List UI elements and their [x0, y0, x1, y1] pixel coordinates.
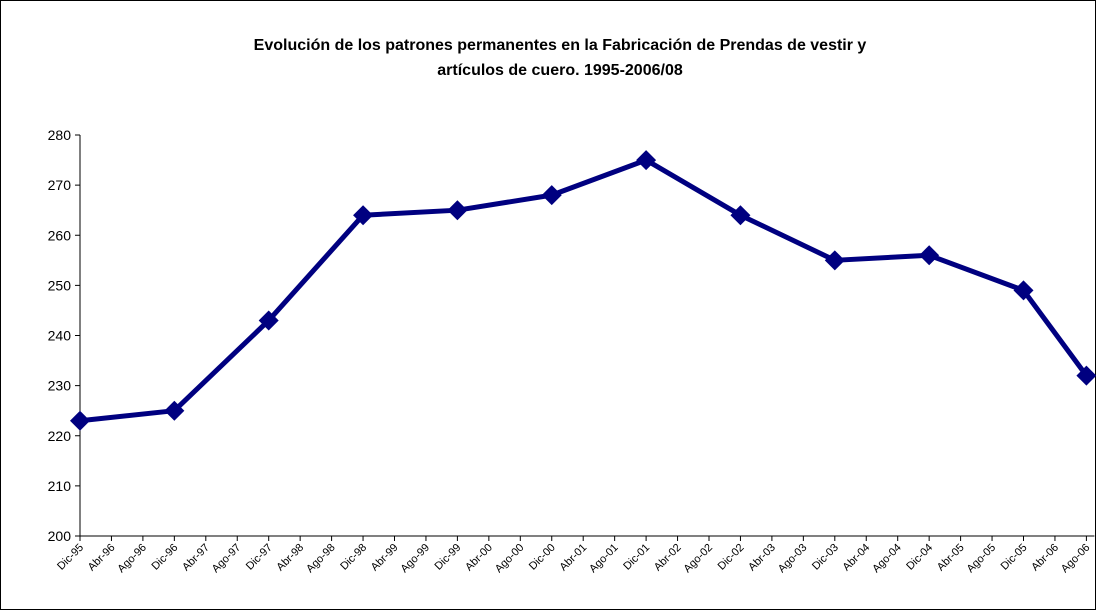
marker — [541, 185, 562, 206]
y-tick-label: 240 — [48, 328, 72, 344]
y-tick-label: 270 — [48, 177, 72, 193]
marker — [1013, 280, 1034, 301]
marker — [258, 310, 279, 331]
marker — [70, 410, 90, 431]
line — [79, 157, 1089, 424]
y-tick-label: 220 — [48, 428, 72, 444]
y-tick-label: 250 — [48, 277, 72, 293]
marker — [824, 250, 845, 271]
marker — [730, 205, 751, 226]
y-tick-label: 280 — [48, 127, 72, 143]
y-tick-label: 200 — [48, 528, 72, 544]
chart-title: Evolución de los patrones permanentes en… — [254, 37, 867, 54]
marker — [1076, 365, 1096, 386]
marker — [447, 200, 468, 221]
y-tick-label: 210 — [48, 478, 72, 494]
chart-title: artículos de cuero. 1995-2006/08 — [437, 62, 683, 79]
marker — [353, 205, 374, 226]
marker — [636, 150, 657, 171]
y-tick-label: 260 — [48, 227, 72, 243]
marker — [919, 245, 940, 266]
marker — [164, 400, 185, 421]
y-tick-label: 230 — [48, 378, 72, 394]
